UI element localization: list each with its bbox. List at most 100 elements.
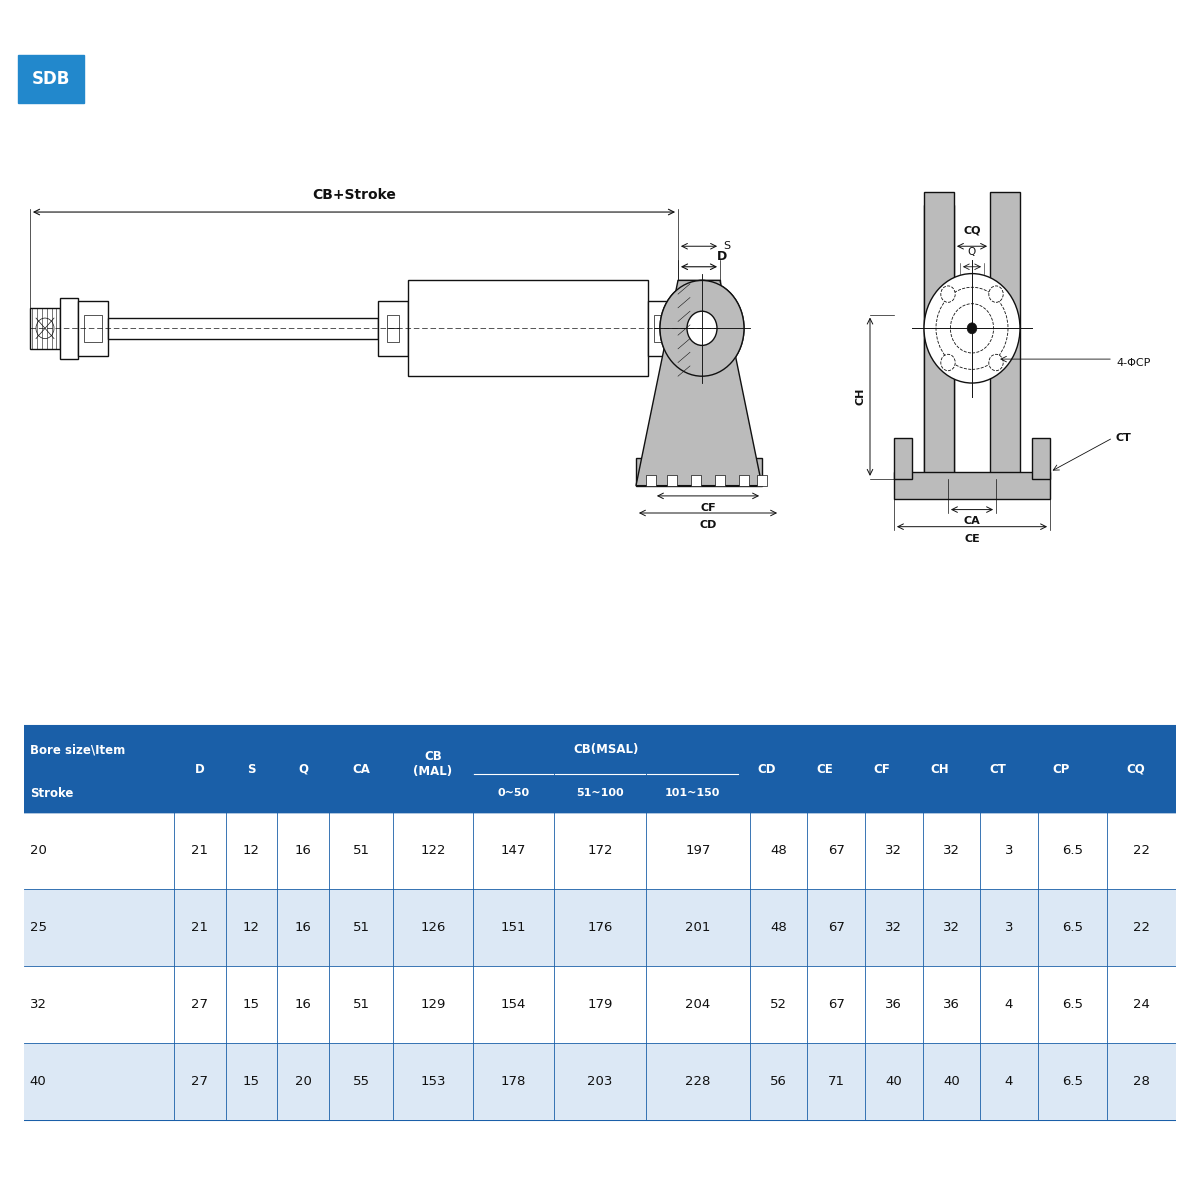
Text: 16: 16	[295, 998, 312, 1010]
Text: 204: 204	[685, 998, 710, 1010]
Bar	[78, 301, 108, 355]
Bar	[84, 314, 102, 342]
Text: 6.5: 6.5	[1062, 922, 1082, 934]
Text: 67: 67	[828, 845, 845, 857]
Text: CQ: CQ	[964, 226, 980, 236]
Bar	[24, 1043, 1176, 1120]
Bar	[924, 192, 954, 479]
Text: D: D	[194, 763, 204, 775]
Text: 4-ΦCP: 4-ΦCP	[1116, 358, 1151, 367]
Text: 21: 21	[191, 845, 208, 857]
Circle shape	[686, 311, 718, 346]
Bar	[654, 314, 666, 329]
Text: CD: CD	[757, 763, 776, 775]
Text: S: S	[247, 763, 256, 775]
Text: 32: 32	[30, 998, 47, 1010]
Bar	[636, 458, 762, 486]
Text: CH: CH	[856, 388, 866, 406]
Text: 51: 51	[353, 998, 370, 1010]
Text: 51~100: 51~100	[576, 788, 624, 798]
Bar	[24, 812, 1176, 889]
Text: 153: 153	[420, 1075, 445, 1087]
Text: 48: 48	[770, 922, 787, 934]
Text: 129: 129	[420, 998, 445, 1010]
Text: 178: 178	[500, 1075, 527, 1087]
Text: 22: 22	[1133, 845, 1150, 857]
Text: 228: 228	[685, 1075, 710, 1087]
Text: 6.5: 6.5	[1062, 845, 1082, 857]
Text: 203: 203	[587, 1075, 613, 1087]
Text: 51: 51	[353, 922, 370, 934]
Text: CB+Stroke: CB+Stroke	[312, 187, 396, 202]
Text: 179: 179	[587, 998, 613, 1010]
Text: CE: CE	[964, 534, 980, 544]
Circle shape	[989, 286, 1003, 302]
Text: CT: CT	[1116, 433, 1132, 443]
Text: D: D	[718, 251, 727, 263]
Text: 201: 201	[685, 922, 710, 934]
Bar	[1032, 438, 1050, 479]
Text: 12: 12	[244, 845, 260, 857]
Circle shape	[967, 323, 977, 334]
Text: 151: 151	[500, 922, 527, 934]
Text: 6.5: 6.5	[1062, 1075, 1082, 1087]
Bar	[990, 192, 1020, 479]
Circle shape	[941, 286, 955, 302]
Bar	[386, 329, 398, 342]
Bar	[108, 318, 378, 338]
Bar	[60, 298, 78, 359]
Text: 4: 4	[1004, 998, 1013, 1010]
Text: 6.5: 6.5	[1062, 998, 1082, 1010]
Text: Q: Q	[968, 246, 976, 257]
Bar	[894, 438, 912, 479]
Text: 32: 32	[943, 922, 960, 934]
Text: CF: CF	[874, 763, 890, 775]
Text: 48: 48	[770, 845, 787, 857]
Text: Q: Q	[299, 763, 308, 775]
Text: 56: 56	[770, 1075, 787, 1087]
Text: 32: 32	[886, 922, 902, 934]
Bar	[654, 329, 666, 342]
Text: 16: 16	[295, 922, 312, 934]
Text: 51: 51	[353, 845, 370, 857]
Text: 21: 21	[191, 922, 208, 934]
Bar	[378, 301, 408, 355]
Text: 27: 27	[191, 1075, 208, 1087]
Text: CH: CH	[930, 763, 949, 775]
Text: CP: CP	[1052, 763, 1069, 775]
Text: 67: 67	[828, 998, 845, 1010]
Text: 0~50: 0~50	[498, 788, 529, 798]
Text: 154: 154	[500, 998, 527, 1010]
Text: Bore size\Item: Bore size\Item	[30, 744, 125, 756]
Text: 101~150: 101~150	[665, 788, 720, 798]
Bar	[24, 726, 1176, 812]
Circle shape	[950, 304, 994, 353]
Bar	[757, 475, 767, 486]
Text: CF: CF	[700, 503, 716, 512]
Text: 22: 22	[1133, 922, 1150, 934]
Text: 12: 12	[244, 922, 260, 934]
Text: CB(MSAL): CB(MSAL)	[574, 744, 638, 756]
Text: 15: 15	[244, 998, 260, 1010]
Text: CA: CA	[964, 516, 980, 527]
Text: 32: 32	[886, 845, 902, 857]
Text: 20: 20	[30, 845, 47, 857]
Text: 197: 197	[685, 845, 710, 857]
Bar	[30, 308, 60, 349]
Text: 27: 27	[191, 998, 208, 1010]
Text: 3: 3	[1004, 845, 1013, 857]
Bar	[647, 475, 655, 486]
Text: 36: 36	[943, 998, 960, 1010]
Circle shape	[660, 281, 744, 376]
Text: 15: 15	[244, 1075, 260, 1087]
Text: CQ: CQ	[1127, 763, 1145, 775]
Bar	[408, 281, 648, 377]
Bar	[924, 205, 954, 479]
Bar	[24, 889, 1176, 966]
Text: Stroke: Stroke	[30, 787, 73, 799]
Text: CB
(MAL): CB (MAL)	[413, 750, 452, 779]
Bar	[24, 966, 1176, 1043]
Bar	[667, 475, 677, 486]
Circle shape	[660, 281, 744, 376]
Bar	[715, 475, 725, 486]
